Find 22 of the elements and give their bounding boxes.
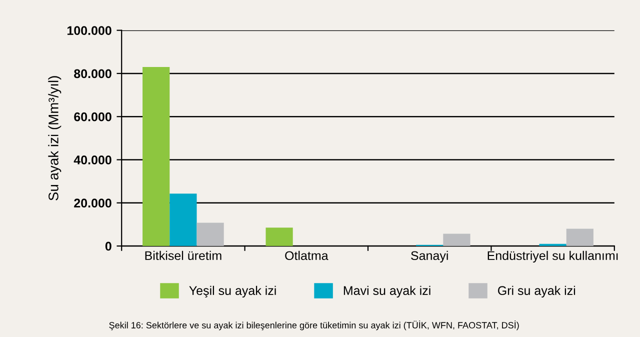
y-tick-label: 20.000: [74, 198, 112, 208]
y-tick-label: 100.000: [67, 26, 112, 35]
text: Şekil 16: Sektörlere ve su ayak izi bileşenlerine göre tüketimin su ayak izi (TÜİK, WFN, FAOSTAT, DSİ): [109, 320, 519, 330]
bar: [539, 244, 566, 246]
bar: [443, 234, 470, 246]
x-tick-label: Sanayi: [411, 250, 448, 263]
y-tick-label: 60.000: [74, 112, 112, 122]
y-tick-label: 80.000: [74, 69, 112, 78]
bar: [566, 228, 594, 246]
y-tick-label: 40.000: [74, 156, 112, 164]
legend-label: Yeşil su ayak izi: [189, 286, 276, 298]
bar: [142, 66, 170, 246]
y-tick-label: 0: [105, 242, 112, 251]
bar: [170, 194, 197, 246]
legend-label: Mavi su ayak izi: [344, 286, 430, 298]
bar: [266, 228, 293, 246]
x-tick-label: Endüstriyel su kullanımı: [488, 250, 618, 263]
legend-label: Gri su ayak izi: [498, 286, 576, 298]
x-tick-label: Otlatma: [285, 250, 328, 260]
y-axis-title: Su ayak izi (Mm³/yıl): [48, 76, 62, 200]
x-tick-label: Bitkisel üretim: [145, 250, 222, 260]
bar: [196, 222, 224, 246]
